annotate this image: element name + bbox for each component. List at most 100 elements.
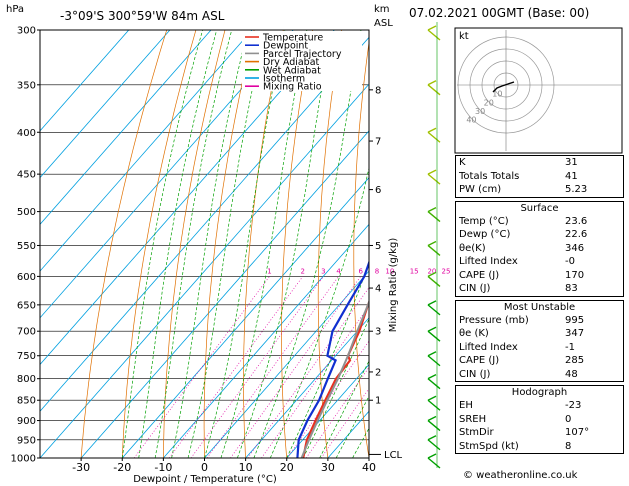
index-label: Temp (°C) — [459, 215, 509, 227]
wind-barb — [427, 378, 441, 390]
index-value: 23.6 — [565, 215, 588, 227]
wind-barb-flag — [427, 80, 437, 86]
mixing-ratio-label: 2 — [301, 267, 305, 275]
temperature-tick-label: -10 — [154, 461, 172, 474]
index-value: -1 — [565, 341, 575, 353]
wind-barbs — [427, 22, 441, 469]
index-label: CAPE (J) — [459, 355, 500, 366]
wind-barb-flag — [427, 435, 437, 441]
series-line-dewpoint — [296, 259, 369, 458]
series-line-parcel-trajectory — [300, 299, 369, 458]
legend-label: Parcel Trajectory — [263, 49, 342, 60]
surface-title: Surface — [520, 202, 559, 214]
isotherm-line — [40, 30, 130, 132]
index-value: 5.23 — [565, 184, 588, 195]
wind-barb — [427, 439, 441, 451]
index-label: θe (K) — [459, 328, 489, 339]
isotherm-line — [40, 83, 369, 458]
dry-adiabat-line — [243, 30, 284, 458]
wind-barb — [427, 304, 441, 316]
mixing-ratio-line — [230, 276, 361, 458]
wet-adiabat-line — [138, 30, 218, 458]
index-row: Totals Totals 41 — [456, 170, 625, 184]
wet-adiabat-line — [204, 30, 286, 458]
index-row: θe(K) 346 — [456, 242, 625, 256]
dry-adiabat-line — [163, 30, 226, 458]
wind-barb — [427, 330, 441, 342]
index-value: 41 — [565, 170, 578, 182]
index-value: 285 — [565, 355, 585, 366]
mixing-ratio-label: 20 — [427, 267, 436, 275]
index-value: 48 — [565, 368, 578, 380]
mixing-ratio-label: 25 — [442, 267, 451, 275]
km-tick-label: 6 — [375, 185, 381, 196]
index-row: Lifted Index -0 — [456, 255, 625, 269]
index-value: 31 — [565, 157, 578, 168]
legend-label: Mixing Ratio — [263, 82, 322, 93]
index-label: K — [459, 157, 466, 168]
temperature-tick-label: 40 — [362, 461, 376, 474]
wind-barb — [427, 399, 441, 411]
index-label: Lifted Index — [459, 256, 518, 267]
isotherm-line — [40, 30, 294, 319]
credit-text: © weatheronline.co.uk — [463, 470, 578, 481]
wind-barb — [427, 84, 441, 96]
hodograph-ring-label: 20 — [484, 98, 494, 107]
wind-barb — [427, 244, 441, 257]
mixing-ratio-line — [206, 276, 339, 458]
mixing-ratio-line — [133, 276, 270, 458]
wind-barb-flag — [427, 395, 437, 401]
km-tick-label: 4 — [375, 284, 381, 295]
pressure-tick-label: 350 — [17, 80, 36, 91]
index-label: EH — [459, 400, 473, 411]
mixing-ratio-label: 8 — [375, 267, 379, 275]
index-label: CIN (J) — [459, 368, 491, 380]
pressure-tick-label: 650 — [17, 300, 36, 311]
isotherm-line — [40, 30, 212, 225]
mixing-ratio-line — [305, 366, 369, 458]
indices-box: K 31 Totals Totals 41 PW (cm) 5.23 — [455, 155, 624, 198]
hodograph-frame — [454, 27, 623, 154]
wind-barb-flag — [427, 271, 437, 278]
wind-barb-flag — [427, 127, 437, 133]
pressure-tick-label: 800 — [17, 374, 36, 385]
index-label: Dewp (°C) — [459, 229, 511, 240]
pressure-tick-label: 500 — [17, 207, 36, 218]
wind-barb — [427, 457, 441, 469]
index-label: Totals Totals — [459, 170, 520, 182]
index-label: PW (cm) — [459, 184, 502, 195]
wind-barb-flag — [427, 240, 437, 247]
pressure-tick-label: 550 — [17, 241, 36, 252]
km-tick-label: 2 — [375, 367, 381, 378]
hodograph-ring-label: 10 — [492, 90, 502, 99]
wind-barb — [427, 29, 441, 41]
index-row: StmDir 107° — [456, 426, 625, 440]
isotherm-line — [80, 130, 369, 458]
mixing-ratio-line — [247, 286, 369, 458]
index-row: Dewp (°C) 22.6 — [456, 228, 625, 242]
isotherm-line — [40, 30, 253, 272]
km-tick-label: 3 — [375, 327, 381, 338]
dry-adiabat-line — [281, 30, 313, 458]
index-row: Temp (°C) 23.6 — [456, 215, 625, 229]
pressure-tick-label: 450 — [17, 170, 36, 181]
wet-adiabat-line — [121, 30, 203, 458]
wind-barb-flag — [427, 206, 437, 213]
temperature-tick-label: -30 — [72, 461, 90, 474]
index-row: CAPE (J) 285 — [456, 354, 625, 368]
wind-barb — [427, 131, 441, 143]
isotherm-line — [40, 30, 171, 179]
mixing-ratio-axis-label: Mixing Ratio (g/kg) — [388, 238, 399, 333]
mixing-ratio-line — [168, 276, 304, 458]
index-value: -0 — [565, 256, 575, 267]
pressure-tick-label: 300 — [17, 26, 36, 37]
wet-adiabat-line — [220, 30, 308, 458]
wind-barb-flag — [427, 25, 437, 31]
hodograph-table-title: Hodograph — [511, 387, 568, 398]
mixing-ratio-label: 1 — [267, 267, 271, 275]
hodograph-ring-label: 30 — [475, 107, 485, 116]
wet-adiabat-line — [253, 30, 362, 458]
isotherm-line — [204, 270, 369, 458]
